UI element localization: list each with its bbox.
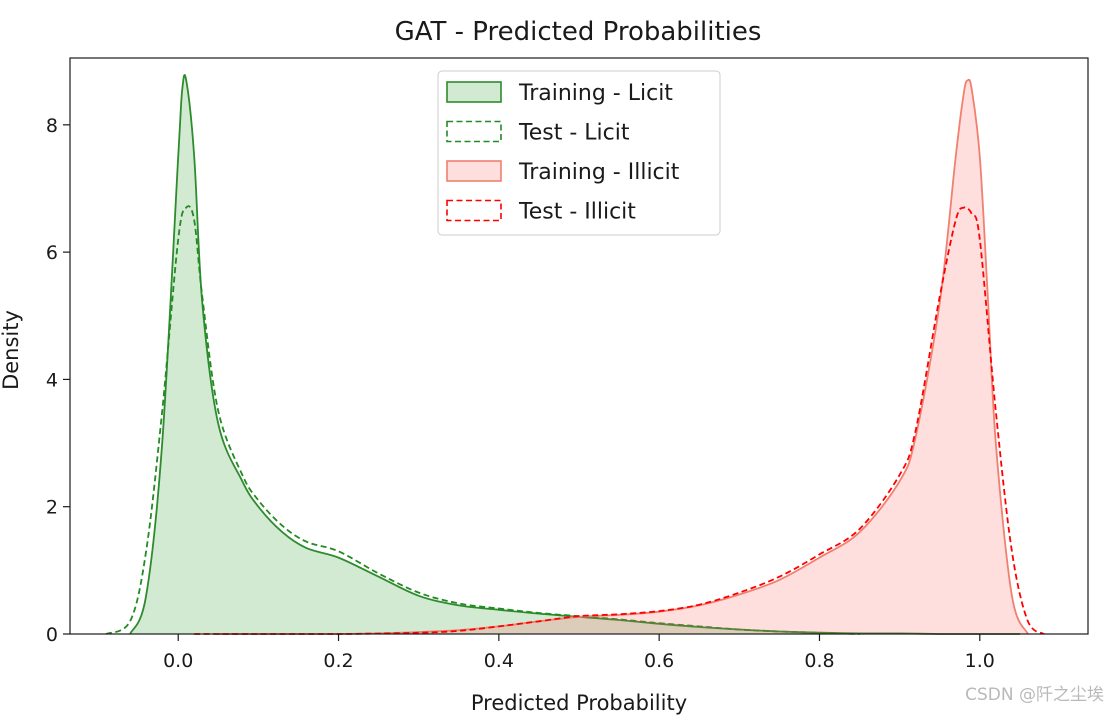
legend-box bbox=[437, 70, 721, 236]
line-test-illicit bbox=[194, 206, 1045, 635]
x-tick-label: 0.8 bbox=[804, 650, 834, 672]
series-areas bbox=[105, 74, 1045, 635]
y-tick-label: 0 bbox=[46, 624, 58, 646]
watermark: CSDN @阡之尘埃 bbox=[965, 685, 1104, 705]
legend-swatch-test-illicit bbox=[446, 199, 502, 222]
legend-swatch-test-licit bbox=[446, 120, 502, 143]
line-test-licit bbox=[105, 205, 860, 635]
legend-swatch-training-illicit bbox=[446, 160, 502, 182]
legend-swatch-training-licit bbox=[446, 81, 502, 103]
y-tick-label: 2 bbox=[46, 497, 58, 519]
x-tick-label: 0.0 bbox=[163, 650, 193, 672]
legend-label-test-licit: Test - Licit bbox=[518, 121, 630, 146]
y-tick-label: 4 bbox=[46, 369, 58, 391]
legend: Training - Licit Test - Licit Training - I… bbox=[437, 70, 721, 236]
x-axis-label: Predicted Probability bbox=[471, 691, 687, 715]
legend-label-training-licit: Training - Licit bbox=[518, 81, 673, 106]
legend-label-training-illicit: Training - Illicit bbox=[518, 160, 680, 185]
x-tick-label: 0.6 bbox=[644, 650, 674, 672]
line-training-illicit bbox=[218, 78, 1029, 635]
x-tick-label: 0.4 bbox=[484, 650, 514, 672]
y-axis-label: Density bbox=[0, 310, 23, 390]
legend-label-test-illicit: Test - Illicit bbox=[518, 200, 636, 225]
area-training-licit bbox=[130, 74, 1020, 634]
x-ticks: 0.0 0.2 0.4 0.6 0.8 1.0 bbox=[163, 634, 995, 672]
y-ticks: 0 2 4 6 8 bbox=[46, 115, 70, 646]
y-tick-label: 6 bbox=[46, 242, 58, 264]
plot-frame bbox=[69, 57, 1089, 635]
x-tick-label: 0.2 bbox=[323, 650, 353, 672]
x-tick-label: 1.0 bbox=[965, 650, 995, 672]
area-training-illicit bbox=[218, 79, 1028, 634]
chart-title: GAT - Predicted Probabilities bbox=[395, 17, 762, 47]
y-tick-label: 8 bbox=[46, 115, 58, 137]
